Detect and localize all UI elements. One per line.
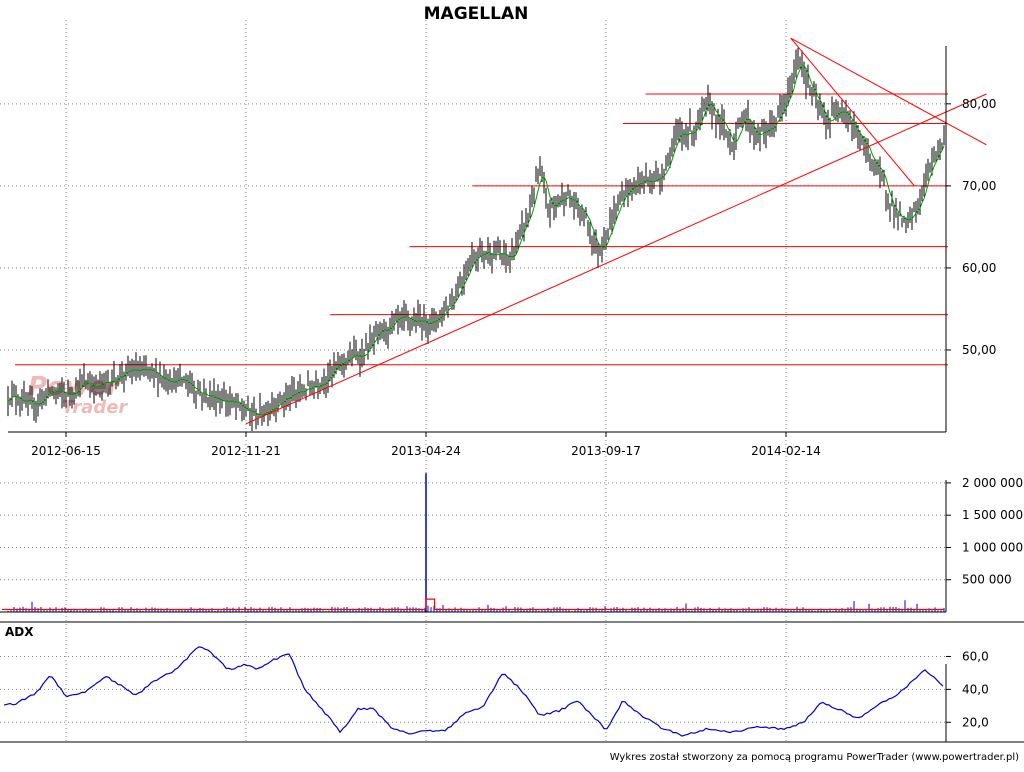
- volume-y-tick-label-3: 2 000 000: [962, 476, 1023, 490]
- volume-y-tick-label-2: 1 500 000: [962, 508, 1023, 522]
- adx-y-tick-label-1: 40,0: [962, 682, 989, 696]
- adx-line: [3, 646, 944, 737]
- trend-line-2: [790, 37, 915, 187]
- x-tick-label-3: 2013-09-17: [571, 444, 641, 458]
- volume-y-tick-label-0: 500 000: [962, 573, 1012, 587]
- price-y-tick-label-0: 50,00: [962, 343, 996, 357]
- volume-average-line: [2, 598, 944, 611]
- adx-y-tick-label-2: 60,0: [962, 649, 989, 663]
- adx-y-tick-label-0: 20,0: [962, 715, 989, 729]
- price-y-tick-label-1: 60,00: [962, 261, 996, 275]
- footer-credit: Wykres został stworzony za pomocą progra…: [610, 752, 1019, 763]
- x-tick-label-4: 2014-02-14: [751, 444, 821, 458]
- price-average-line: [7, 64, 945, 417]
- watermark-trader: Trader: [62, 397, 128, 418]
- price-y-tick-label-2: 70,00: [962, 179, 996, 193]
- price-bars: [7, 47, 945, 431]
- adx-panel-title: ADX: [5, 625, 34, 639]
- x-tick-label-1: 2012-11-21: [211, 444, 281, 458]
- x-tick-label-0: 2012-06-15: [31, 444, 101, 458]
- volume-bars: [7, 600, 945, 612]
- chart-title: MAGELLAN: [424, 4, 529, 24]
- volume-y-tick-label-1: 1 000 000: [962, 540, 1023, 554]
- x-tick-label-2: 2013-04-24: [391, 444, 461, 458]
- price-y-tick-label-3: 80,00: [962, 97, 996, 111]
- trend-line-0: [245, 93, 987, 425]
- trend-line-1: [790, 37, 987, 146]
